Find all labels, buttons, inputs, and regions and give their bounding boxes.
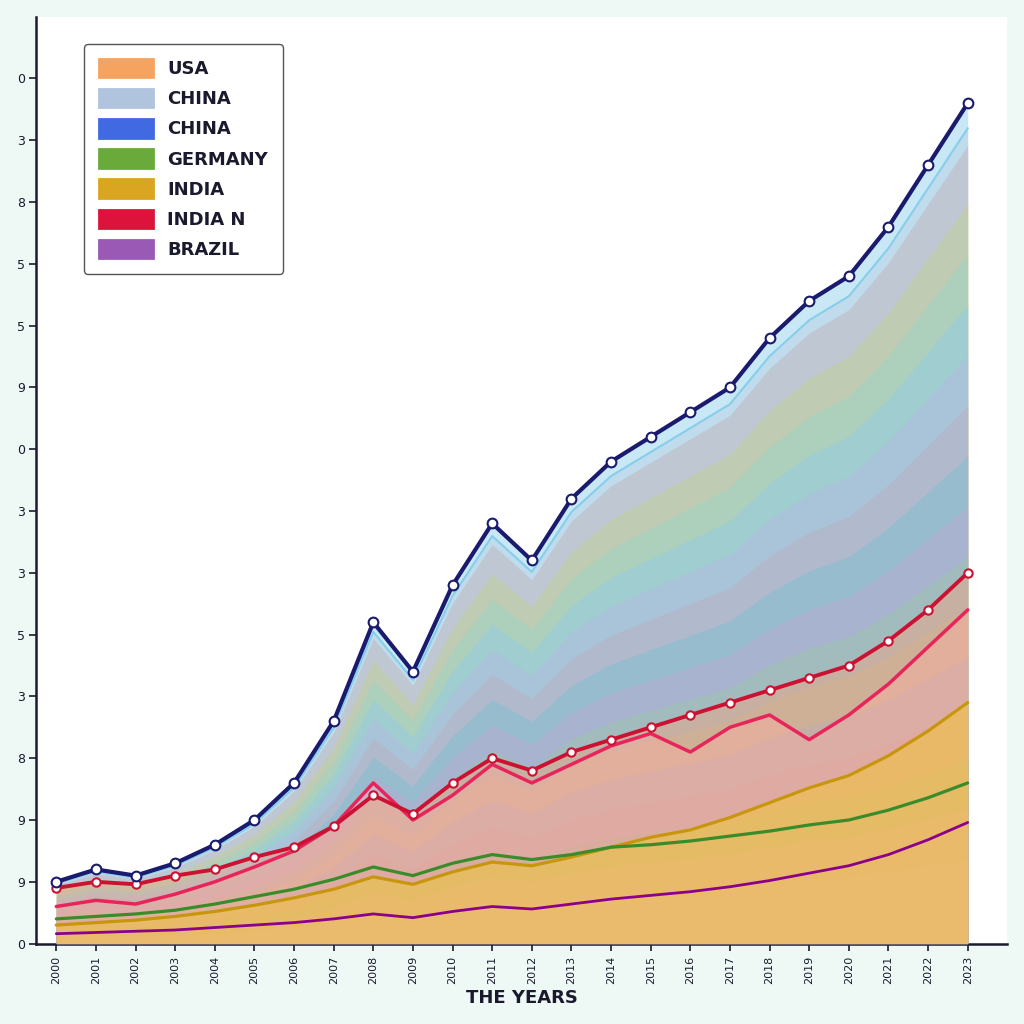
Legend: USA, CHINA, CHINA, GERMANY, INDIA, INDIA N, BRAZIL: USA, CHINA, CHINA, GERMANY, INDIA, INDIA… — [84, 44, 283, 273]
X-axis label: THE YEARS: THE YEARS — [466, 989, 578, 1008]
